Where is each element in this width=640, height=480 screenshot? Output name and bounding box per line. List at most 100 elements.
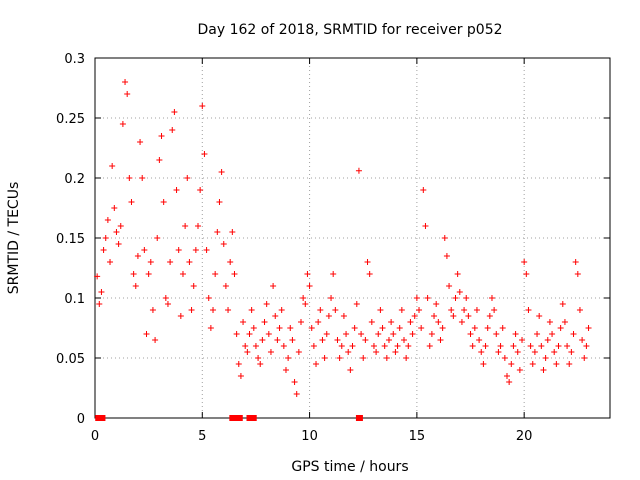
data-point [409, 331, 416, 337]
data-point [514, 349, 521, 355]
data-point [104, 217, 111, 223]
data-point [205, 295, 212, 301]
data-point [332, 307, 339, 313]
data-point [463, 295, 470, 301]
data-point [128, 199, 135, 205]
data-point [516, 367, 523, 373]
data-point [467, 331, 474, 337]
data-point [250, 325, 257, 331]
data-point [476, 337, 483, 343]
data-point [450, 313, 457, 319]
y-axis-title: SRMTID / TECUs [6, 182, 22, 295]
grid [95, 58, 610, 418]
data-point [424, 295, 431, 301]
data-point [544, 337, 551, 343]
zero-point-marker [249, 415, 257, 421]
data-point [197, 187, 204, 193]
data-point [480, 361, 487, 367]
data-point [377, 307, 384, 313]
data-point [306, 283, 313, 289]
data-point [259, 337, 266, 343]
data-point [345, 349, 352, 355]
data-point [448, 307, 455, 313]
data-point [154, 235, 161, 241]
data-point [227, 259, 234, 265]
data-point [443, 253, 450, 259]
data-point [304, 271, 311, 277]
data-point [431, 313, 438, 319]
data-point [469, 343, 476, 349]
data-point [195, 223, 201, 229]
data-point [546, 319, 553, 325]
data-point [398, 307, 405, 313]
data-point [549, 331, 556, 337]
data-point [149, 307, 156, 313]
data-point [207, 325, 214, 331]
data-point [315, 319, 322, 325]
data-point [139, 175, 146, 181]
x-tick-label: 5 [198, 429, 206, 444]
data-point [420, 187, 427, 193]
data-point [437, 337, 444, 343]
data-point [385, 337, 392, 343]
data-point [96, 301, 103, 307]
data-point [134, 253, 141, 259]
data-point [109, 163, 116, 169]
data-point [564, 343, 571, 349]
data-point [583, 343, 590, 349]
data-point [216, 199, 223, 205]
data-point [263, 301, 270, 307]
data-point [336, 355, 343, 361]
data-point [555, 343, 562, 349]
data-point [366, 271, 373, 277]
data-point [559, 301, 566, 307]
data-point [388, 319, 395, 325]
data-point [396, 325, 403, 331]
data-point [523, 271, 530, 277]
data-point [248, 307, 255, 313]
data-point [111, 205, 118, 211]
data-point [235, 361, 242, 367]
data-point [265, 331, 272, 337]
data-point [182, 223, 189, 229]
data-point [428, 331, 435, 337]
data-point [252, 343, 259, 349]
data-point [495, 349, 502, 355]
data-point [119, 121, 126, 127]
data-point [308, 325, 315, 331]
data-point [540, 367, 547, 373]
data-point [302, 301, 309, 307]
data-point [313, 361, 320, 367]
y-tick-label: 0.1 [64, 292, 85, 307]
data-point [358, 331, 365, 337]
zero-value-points [95, 415, 363, 421]
data-point [542, 355, 549, 361]
data-point [255, 355, 262, 361]
data-point [171, 109, 178, 115]
data-point [179, 271, 186, 277]
data-point [439, 325, 446, 331]
data-point [113, 229, 120, 235]
data-point [280, 343, 287, 349]
data-point [418, 325, 425, 331]
data-point [212, 271, 219, 277]
data-point [115, 241, 122, 247]
data-point [529, 361, 536, 367]
data-point [416, 307, 423, 313]
x-axis-ticks: 0 5 10 15 20 [91, 58, 532, 444]
y-tick-label: 0 [77, 412, 85, 427]
data-point [190, 283, 197, 289]
data-point [276, 325, 283, 331]
data-point [107, 259, 114, 265]
data-point [486, 313, 493, 319]
data-point [353, 301, 360, 307]
data-point [373, 349, 380, 355]
data-point [177, 313, 184, 319]
y-tick-label: 0.3 [64, 52, 85, 67]
data-point [325, 313, 332, 319]
data-point [130, 271, 137, 277]
data-point [229, 229, 236, 235]
data-point [482, 343, 489, 349]
x-tick-label: 0 [91, 429, 99, 444]
data-point [340, 313, 347, 319]
